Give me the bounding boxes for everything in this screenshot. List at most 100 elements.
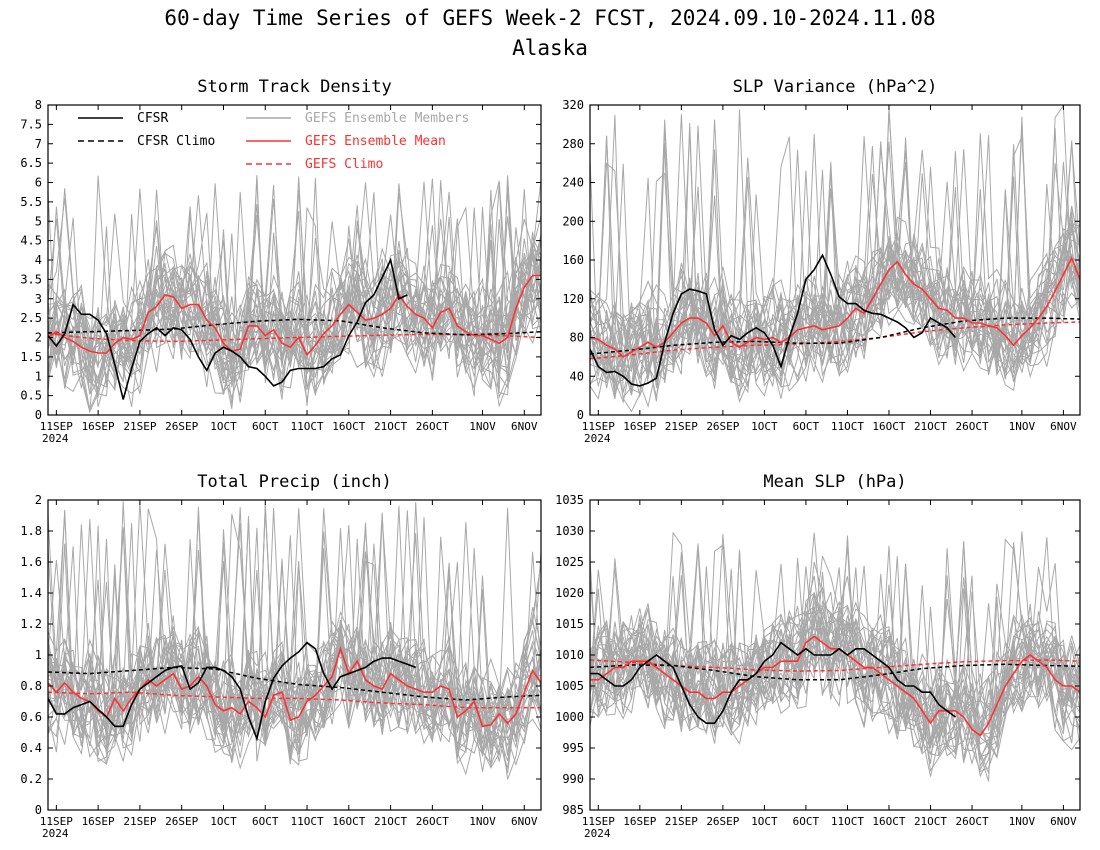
x-tick-label: 26OCT [416,815,449,828]
y-tick-label: 985 [562,803,584,817]
y-tick-label: 8 [35,98,42,112]
y-tick-label: 1020 [555,586,584,600]
x-tick-label: 26SEP [706,815,739,828]
x-tick-label: 21OCT [914,815,947,828]
x-tick-label: 1NOV [1009,815,1036,828]
x-tick-label: 11SEP [582,815,615,828]
x-tick-label: 16SEP [623,420,656,433]
legend-label-cfsr: CFSR [137,111,168,126]
ensemble-member-line [590,150,1080,388]
x-tick-label: 1OCT [751,815,778,828]
cfsr-climo-line [48,666,541,701]
y-tick-label: 0.8 [20,679,42,693]
x-tick-label: 26SEP [165,420,198,433]
y-tick-label: 1025 [555,555,584,569]
panel-4: Mean SLP (hPa) 985 990 995 1000 1005 1010 1015 1… [555,472,1081,840]
x-tick-label: 6OCT [252,815,279,828]
x-tick-label: 1NOV [469,420,496,433]
y-tick-label: 0.2 [20,772,42,786]
y-tick-label: 1 [35,648,42,662]
mean-line [48,646,541,728]
ensemble-member-line [590,141,1080,387]
y-tick-label: 995 [562,741,584,755]
ensemble-member-line [48,178,541,373]
ensemble-member-line [48,180,541,399]
y-tick-label: 1000 [555,710,584,724]
x-tick-label: 21SEP [665,815,698,828]
y-tick-label: 5 [35,214,42,228]
x-tick-label: 16OCT [872,420,905,433]
x-tick-label: 6NOV [511,815,538,828]
ensemble-member-line [48,524,541,768]
y-tick-label: 1.6 [20,555,42,569]
mean-line [590,635,1080,737]
y-tick-label: 1.8 [20,524,42,538]
x-year-label: 2024 [584,432,611,445]
x-tick-label: 16OCT [332,420,365,433]
ensemble-member-line [590,532,1080,772]
x-tick-label: 6OCT [793,815,820,828]
y-tick-label: 3.5 [20,272,42,286]
panel-title: Storm Track Density [197,77,391,97]
ensemble-member-line [48,183,541,389]
y-tick-label: 40 [570,369,584,383]
y-tick-label: 2.5 [20,311,42,325]
ensemble-member-line [48,508,541,762]
x-tick-label: 21OCT [374,420,407,433]
plot-area [590,531,1080,782]
y-tick-label: 2 [35,331,42,345]
x-year-label: 2024 [42,432,69,445]
y-tick-label: 240 [562,176,584,190]
gefs-climo-line [590,659,1080,672]
legend-label-mean: GEFS Ensemble Mean [305,134,446,149]
x-tick-label: 1OCT [210,815,237,828]
x-tick-label: 21OCT [374,815,407,828]
x-year-label: 2024 [42,827,69,840]
legend-label-gefs-climo: GEFS Climo [305,157,383,172]
x-tick-label: 11OCT [831,420,864,433]
panel-title: SLP Variance (hPa^2) [733,77,938,97]
ensemble-member-line [48,182,541,384]
cfsr-line [590,253,957,387]
y-tick-label: 0 [35,408,42,422]
x-tick-label: 11SEP [582,420,615,433]
y-tick-label: 1005 [555,679,584,693]
x-year-label: 2024 [584,827,611,840]
y-tick-label: 0.5 [20,389,42,403]
y-tick-label: 5.5 [20,195,42,209]
ensemble-member-line [48,189,541,407]
x-tick-label: 6NOV [511,420,538,433]
x-tick-label: 16SEP [82,420,115,433]
y-tick-label: 7 [35,137,42,151]
y-tick-label: 4.5 [20,234,42,248]
y-tick-label: 1030 [555,524,584,538]
y-tick-label: 1.4 [20,586,42,600]
x-tick-label: 11OCT [290,420,323,433]
x-tick-label: 11SEP [40,420,73,433]
ensemble-member-line [590,123,1080,390]
legend: CFSR CFSR Climo GEFS Ensemble Members GEFS … [78,111,469,172]
panel-2: SLP Variance (hPa^2) 0 40 80 120 160 200 240 280… [562,77,1081,445]
x-tick-label: 26OCT [955,815,988,828]
y-tick-label: 1035 [555,493,584,507]
legend-label-members: GEFS Ensemble Members [305,111,469,126]
y-tick-label: 1.2 [20,617,42,631]
x-tick-label: 21SEP [123,815,156,828]
x-tick-label: 11OCT [831,815,864,828]
x-tick-label: 26SEP [706,420,739,433]
ensemble-member-line [590,109,1080,397]
y-tick-label: 1010 [555,648,584,662]
y-tick-label: 200 [562,214,584,228]
y-tick-label: 6.5 [20,156,42,170]
ensemble-member-line [48,183,541,406]
x-tick-label: 21OCT [914,420,947,433]
y-tick-label: 80 [570,331,584,345]
y-tick-label: 120 [562,292,584,306]
y-tick-label: 0.6 [20,710,42,724]
x-tick-label: 16OCT [332,815,365,828]
ensemble-member-line [590,136,1080,389]
x-tick-label: 16SEP [82,815,115,828]
ensemble-member-line [48,505,541,741]
panel-1: Storm Track Density 0 0.5 1 1.5 2 2.5 3 3.5 4 4.5 5… [20,77,542,445]
